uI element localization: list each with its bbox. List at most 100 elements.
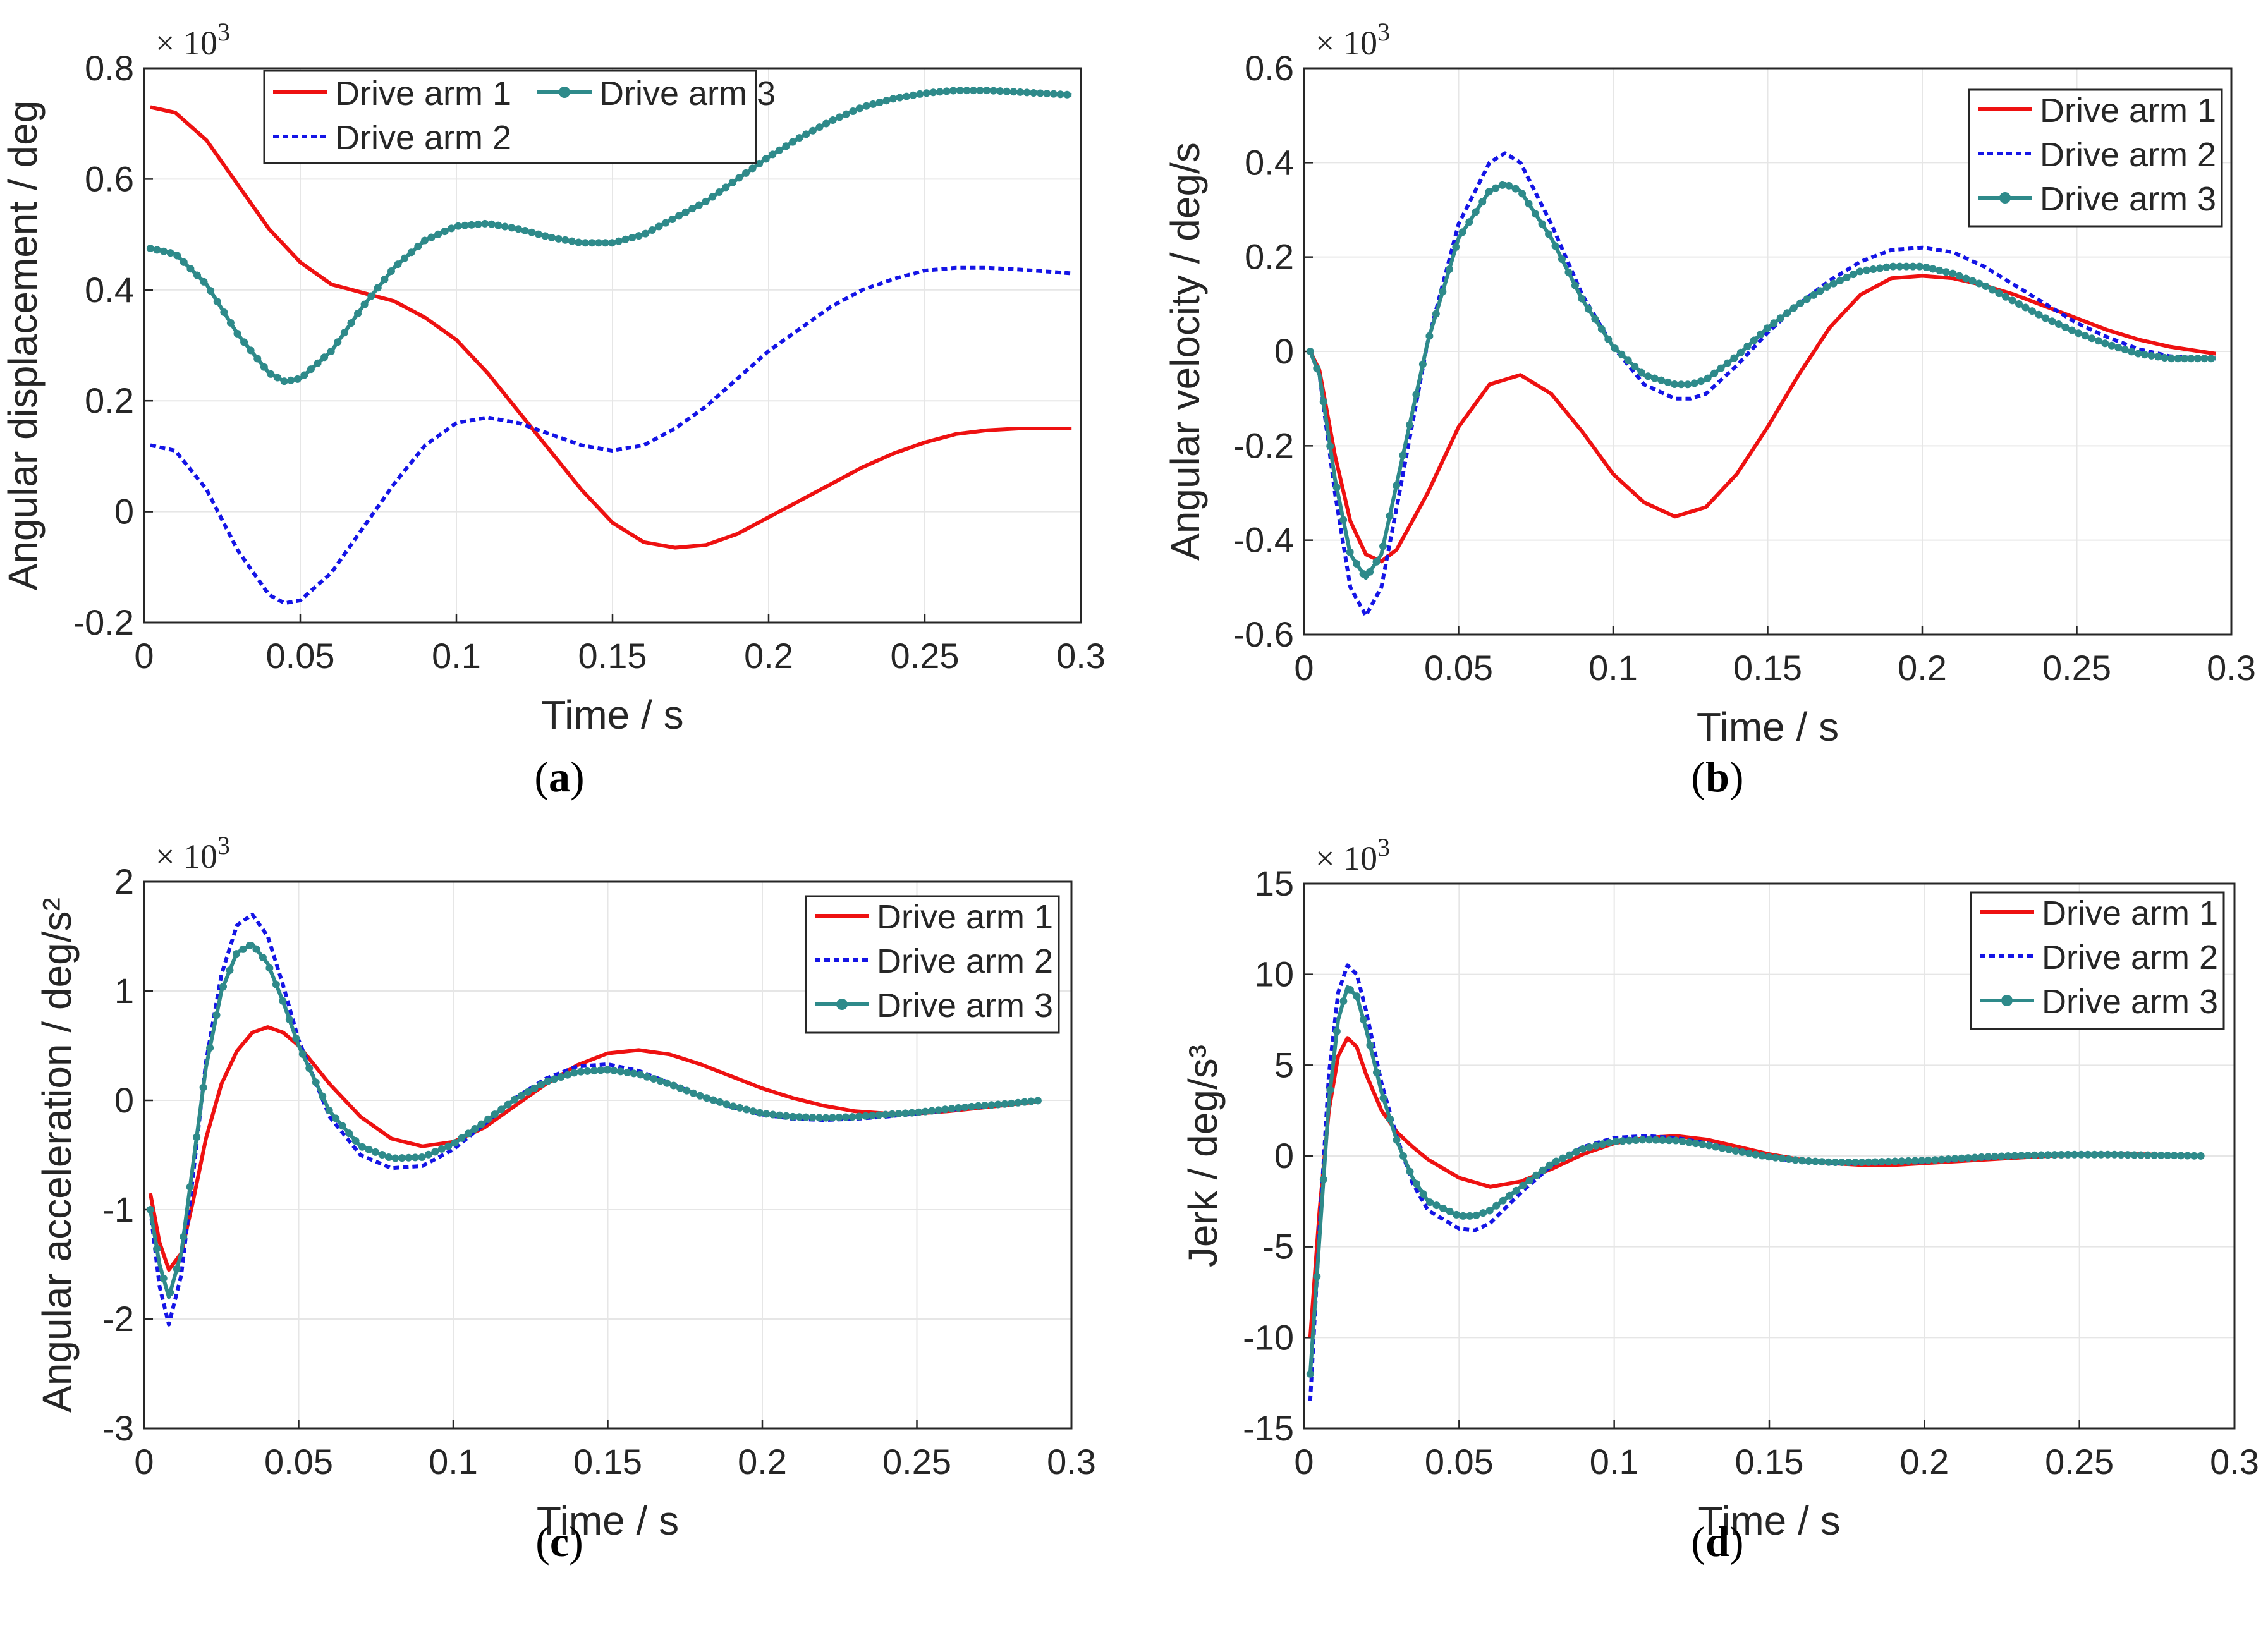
data-point bbox=[822, 1114, 830, 1122]
series-markers-drive-arm-3 bbox=[1306, 181, 2215, 578]
data-point bbox=[1492, 1201, 1501, 1210]
data-point bbox=[1332, 484, 1341, 492]
data-point bbox=[2064, 1150, 2072, 1159]
data-point bbox=[347, 319, 355, 327]
data-point bbox=[461, 221, 469, 229]
data-point bbox=[1027, 1097, 1035, 1105]
data-point bbox=[762, 155, 770, 163]
legend-label: Drive arm 3 bbox=[2040, 180, 2216, 218]
data-point bbox=[1784, 1155, 1793, 1164]
data-point bbox=[1584, 305, 1592, 313]
data-point bbox=[501, 222, 509, 231]
data-point bbox=[568, 237, 576, 245]
data-point bbox=[372, 1148, 380, 1156]
legend-box bbox=[1968, 88, 2223, 228]
data-point bbox=[2128, 348, 2136, 356]
data-point bbox=[875, 99, 884, 107]
data-point bbox=[2174, 355, 2182, 363]
data-point bbox=[1997, 1152, 2006, 1160]
data-point bbox=[1372, 1068, 1381, 1076]
data-point bbox=[1915, 262, 1924, 271]
y-tick-label: 0 bbox=[1274, 1136, 1294, 1176]
data-point bbox=[2141, 351, 2149, 359]
data-point bbox=[1413, 1180, 1421, 1188]
data-point bbox=[668, 216, 676, 224]
data-point bbox=[2147, 351, 2155, 360]
data-point bbox=[418, 1153, 426, 1161]
data-point bbox=[1905, 1157, 1913, 1165]
data-point bbox=[2104, 1150, 2112, 1159]
data-point bbox=[405, 1153, 413, 1162]
axes-frame bbox=[1303, 67, 2233, 636]
data-point bbox=[1924, 1156, 1932, 1164]
data-point bbox=[437, 1145, 446, 1153]
data-point bbox=[1805, 1157, 1813, 1165]
data-point bbox=[1652, 1136, 1660, 1144]
series-line-drive-arm-2 bbox=[1308, 963, 2204, 1402]
series-line-drive-arm-2 bbox=[1308, 151, 2216, 618]
data-point bbox=[1611, 344, 1619, 353]
data-point bbox=[434, 230, 442, 238]
x-tick-label: 0.2 bbox=[738, 1442, 787, 1481]
data-point bbox=[642, 229, 650, 238]
x-tick-label: 0.15 bbox=[1733, 648, 1802, 688]
data-point bbox=[340, 329, 348, 337]
data-point bbox=[427, 233, 436, 241]
data-point bbox=[1770, 319, 1778, 327]
data-point bbox=[1982, 282, 1990, 290]
data-point bbox=[186, 1183, 194, 1191]
data-point bbox=[2207, 355, 2215, 363]
legend: Drive arm 1 Drive arm 2 Drive arm 3 bbox=[263, 70, 776, 164]
data-point bbox=[595, 239, 603, 247]
data-point bbox=[292, 1034, 300, 1042]
data-point bbox=[411, 1153, 419, 1162]
data-point bbox=[166, 1288, 174, 1296]
data-point bbox=[976, 87, 984, 95]
data-point bbox=[2024, 1152, 2032, 1160]
data-point bbox=[896, 94, 904, 102]
data-point bbox=[1412, 391, 1420, 399]
data-point bbox=[1452, 243, 1460, 251]
data-point bbox=[1359, 1016, 1367, 1024]
data-point bbox=[219, 983, 228, 991]
data-point bbox=[901, 1109, 910, 1117]
data-point bbox=[696, 1092, 704, 1100]
data-point bbox=[2068, 326, 2076, 334]
data-point bbox=[1964, 1154, 1972, 1162]
data-point bbox=[233, 329, 241, 338]
data-point bbox=[1432, 1201, 1441, 1210]
data-point bbox=[1014, 1098, 1022, 1107]
data-point bbox=[894, 1110, 903, 1118]
data-point bbox=[802, 1113, 810, 1121]
data-point bbox=[1763, 324, 1771, 332]
data-point bbox=[1043, 90, 1051, 98]
data-point bbox=[1525, 200, 1533, 208]
data-point bbox=[153, 246, 161, 254]
data-point bbox=[2154, 353, 2162, 361]
data-point bbox=[663, 1079, 671, 1087]
data-point bbox=[1393, 482, 1401, 490]
data-point bbox=[1313, 364, 1321, 372]
data-point bbox=[588, 239, 596, 247]
data-point bbox=[1605, 1138, 1613, 1146]
data-point bbox=[909, 91, 917, 99]
data-point bbox=[669, 1081, 678, 1090]
data-point bbox=[314, 359, 322, 367]
data-point bbox=[1823, 283, 1831, 291]
data-point bbox=[2002, 293, 2010, 301]
data-point bbox=[159, 1274, 168, 1282]
data-point bbox=[996, 87, 1004, 95]
data-point bbox=[1975, 279, 1984, 288]
data-point bbox=[855, 104, 863, 113]
data-point bbox=[942, 87, 951, 95]
data-point bbox=[1532, 210, 1540, 218]
data-point bbox=[1339, 516, 1348, 524]
x-tick-label: 0 bbox=[1294, 648, 1314, 688]
y-tick-label: 0.4 bbox=[85, 270, 134, 310]
x-tick-label: 0.1 bbox=[1588, 648, 1638, 688]
data-point bbox=[742, 1105, 750, 1114]
data-point bbox=[1472, 208, 1480, 216]
data-point bbox=[1810, 291, 1818, 299]
data-point bbox=[206, 1043, 214, 1052]
